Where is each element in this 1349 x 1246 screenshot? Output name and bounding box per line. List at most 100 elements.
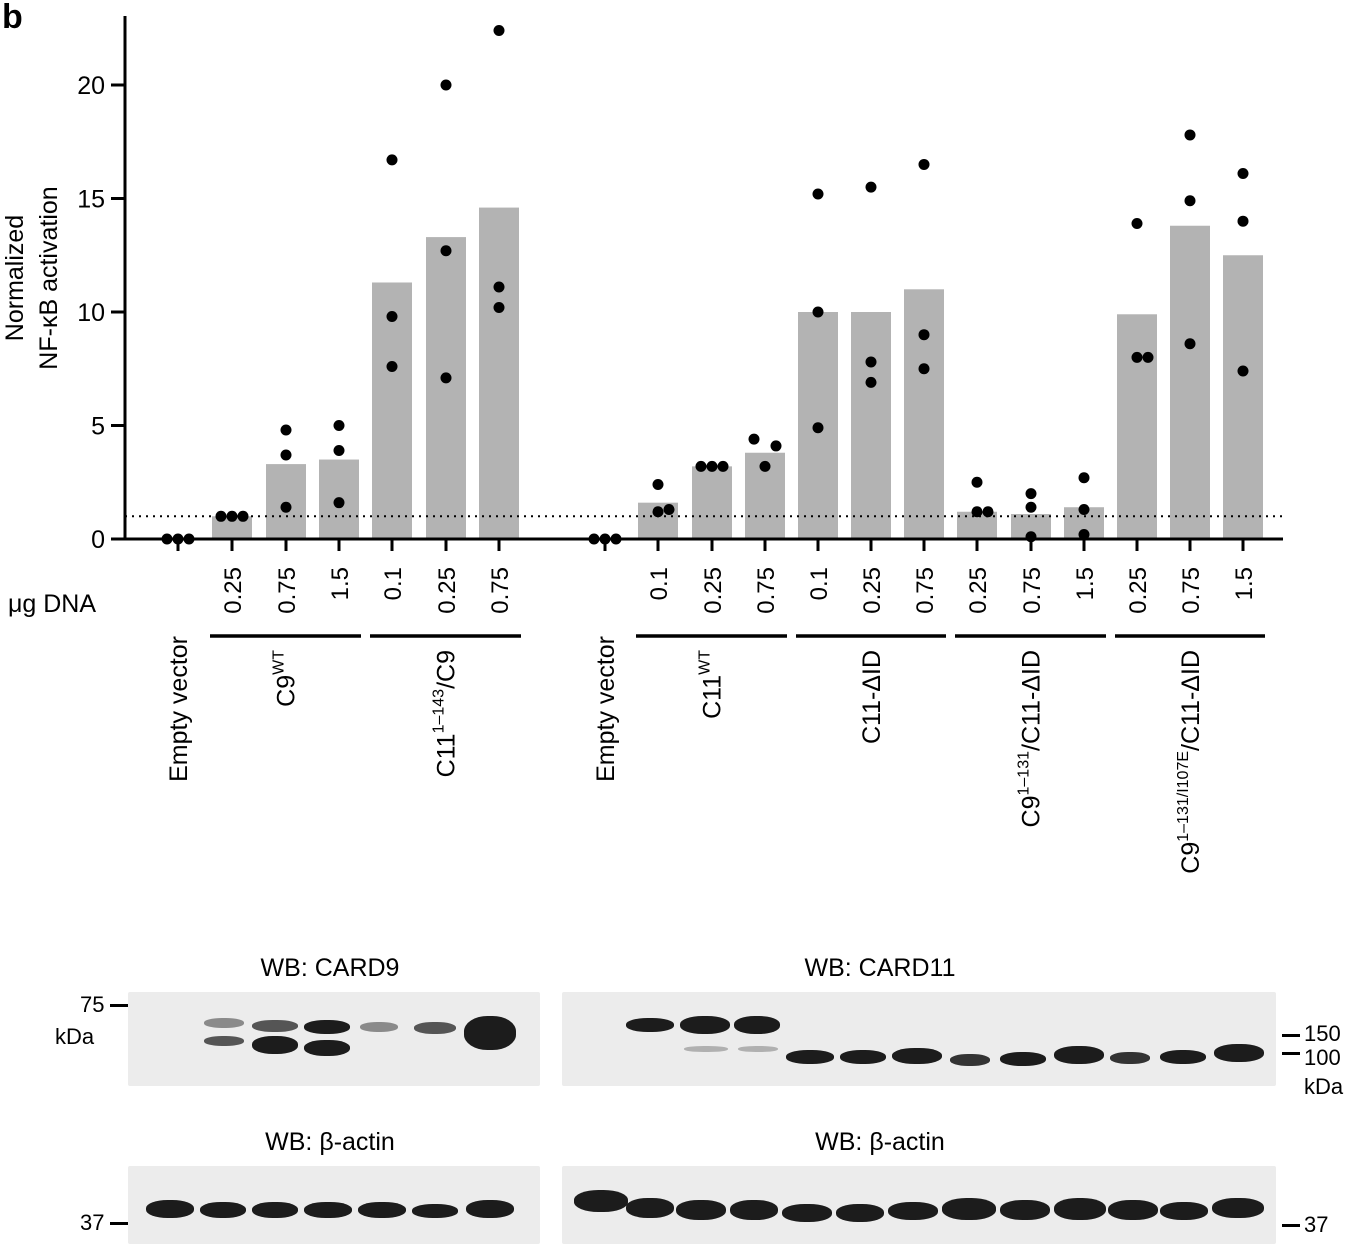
data-point (717, 460, 729, 472)
data-point (610, 533, 622, 545)
dose-label: 1.5 (1231, 567, 1258, 600)
dose-label: 0.75 (1178, 567, 1205, 614)
data-point (440, 245, 452, 257)
blot-band (1000, 1200, 1050, 1220)
data-point (918, 363, 930, 375)
data-point (695, 460, 707, 472)
blot-band (252, 1020, 298, 1032)
group-label: Empty vector (592, 636, 620, 782)
mw-tick-37-right (1282, 1224, 1300, 1227)
blot-band (950, 1054, 990, 1066)
mw-tick-37-left (110, 1222, 128, 1225)
blot-band (1108, 1200, 1158, 1220)
blot-title-actin-left: WB: β-actin (265, 1128, 395, 1156)
data-point (599, 533, 611, 545)
data-point (971, 476, 983, 488)
data-point (748, 433, 760, 445)
data-point (493, 301, 505, 313)
blot-band (888, 1202, 938, 1220)
blot-band (200, 1202, 246, 1218)
dose-label: 0.1 (646, 567, 673, 600)
blot-band (786, 1050, 834, 1064)
dose-label: 0.75 (487, 567, 514, 614)
blot-actin-right (562, 1166, 1276, 1244)
dose-label: 0.25 (700, 567, 727, 614)
mw-marker-100: 100 (1304, 1045, 1341, 1070)
blot-band (252, 1202, 298, 1218)
data-point (1131, 351, 1143, 363)
data-point (226, 510, 238, 522)
bar (692, 466, 732, 539)
blot-band (412, 1204, 458, 1218)
data-point (183, 533, 195, 545)
blot-band (892, 1048, 942, 1064)
group-label: C91–131/I107E/C11-ΔID (1175, 650, 1205, 874)
blot-band (252, 1036, 298, 1054)
bar (1223, 255, 1263, 539)
data-point (865, 356, 877, 368)
x-labels-layer: 0.25 0.75 1.5 0.1 0.25 0.75 0.1 0.25 0.75 0.1 0.25… (165, 567, 1265, 874)
bar (851, 312, 891, 539)
y-tick-label: 0 (91, 526, 105, 554)
data-point (1078, 528, 1090, 540)
blot-band (626, 1018, 674, 1032)
blot-band (836, 1204, 884, 1222)
data-point (770, 440, 782, 452)
blot-band (304, 1202, 352, 1218)
data-point (918, 329, 930, 341)
data-point (333, 497, 345, 509)
blot-band (1214, 1044, 1264, 1062)
data-point (280, 424, 292, 436)
data-point (161, 533, 173, 545)
mw-marker-150: 150 (1304, 1021, 1341, 1046)
data-point (333, 444, 345, 456)
data-point (706, 460, 718, 472)
data-point (812, 306, 824, 318)
data-point (1078, 472, 1090, 484)
bars-layer (212, 207, 1263, 540)
data-point (172, 533, 184, 545)
blot-band (1000, 1052, 1046, 1066)
blot-band (466, 1200, 514, 1218)
blot-band (204, 1036, 244, 1046)
mw-marker-37-left: 37 (80, 1210, 105, 1235)
mw-tick-150 (1282, 1034, 1300, 1037)
data-point (918, 158, 930, 170)
data-point (1237, 365, 1249, 377)
dose-label: 0.1 (380, 567, 407, 600)
y-tick-label: 20 (77, 72, 105, 100)
bar (479, 207, 519, 539)
blot-band (304, 1040, 350, 1056)
blot-band (684, 1046, 728, 1052)
data-point (652, 506, 664, 518)
blot-band (1160, 1202, 1208, 1220)
bar (212, 516, 252, 539)
data-point (759, 460, 771, 472)
bar (266, 464, 306, 539)
data-point (237, 510, 249, 522)
mw-unit-right: kDa (1304, 1074, 1344, 1099)
data-point (663, 503, 675, 515)
dose-label: 0.75 (1019, 567, 1046, 614)
points-layer (161, 25, 1249, 545)
blot-band (1160, 1050, 1206, 1064)
blot-band (1110, 1052, 1150, 1064)
data-point (1184, 129, 1196, 141)
blot-band (204, 1018, 244, 1028)
x-axis-row-label: μg DNA (8, 590, 96, 618)
axes-layer: 0 5 10 15 20 (77, 16, 1283, 554)
dose-label: 0.1 (806, 567, 833, 600)
group-label: C9WT (271, 650, 301, 707)
data-point (1131, 217, 1143, 229)
blot-band (840, 1050, 886, 1064)
y-axis-label: Normalized NF-κB activation (1, 186, 63, 369)
bar (1117, 314, 1157, 539)
blot-band (358, 1202, 406, 1218)
blot-band (574, 1190, 628, 1212)
data-point (440, 372, 452, 384)
dose-label: 0.75 (753, 567, 780, 614)
blot-band (782, 1204, 832, 1222)
mw-marker-75: 75 (80, 992, 105, 1017)
blot-band (464, 1016, 516, 1050)
data-point (971, 506, 983, 518)
